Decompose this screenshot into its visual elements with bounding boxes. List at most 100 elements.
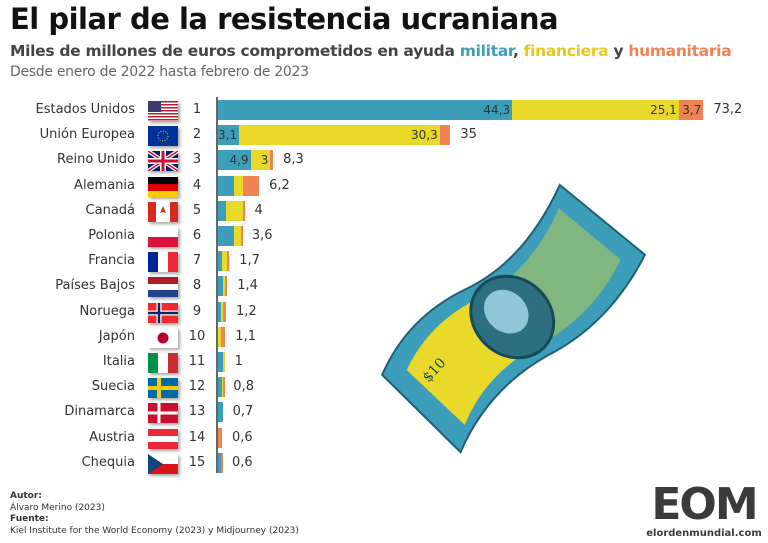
flag-eu-icon bbox=[148, 126, 178, 147]
rank-label: 2 bbox=[192, 127, 202, 143]
axis-line bbox=[216, 97, 218, 473]
bar-segment-military bbox=[218, 352, 223, 372]
bar-row: Chequia 15 0,6 bbox=[0, 452, 768, 475]
bar-row: Países Bajos 8 1,4 bbox=[0, 276, 768, 298]
bar-segment-financial bbox=[222, 352, 225, 372]
bar-row: Noruega 9 1,2 bbox=[0, 301, 768, 324]
bar-segment-military bbox=[218, 175, 234, 196]
bar-segment-humanitarian bbox=[439, 125, 451, 146]
rank-label: 8 bbox=[192, 278, 202, 294]
rank-label: 1 bbox=[192, 102, 202, 117]
page-title: El pilar de la resistencia ucraniana bbox=[10, 2, 559, 36]
rank-label: 5 bbox=[192, 202, 202, 218]
bar-segment-humanitarian bbox=[240, 226, 243, 246]
flag-cz-icon bbox=[148, 453, 178, 474]
bar-segment-financial: 25,1 bbox=[512, 100, 679, 120]
country-label: Estados Unidos bbox=[35, 102, 135, 117]
bar-row: Estados Unidos 1 44,3 25,1 3,7 73,2 bbox=[0, 100, 768, 122]
subtitle-text: Miles de millones de euros comprometidos… bbox=[10, 42, 460, 60]
bar-segment-military: 44,3 bbox=[218, 100, 513, 120]
bar-segment-military bbox=[218, 301, 222, 322]
subtitle-sep: y bbox=[608, 42, 629, 60]
logo: EOM elordenmundial.com bbox=[644, 482, 764, 542]
total-label: 8,3 bbox=[283, 152, 304, 168]
flag-uk-icon bbox=[148, 151, 178, 172]
bar-segment-military bbox=[218, 402, 223, 423]
flag-nl-icon bbox=[148, 277, 178, 298]
bar-row: Francia 7 1,7 bbox=[0, 251, 768, 273]
total-label: 1,2 bbox=[235, 303, 257, 319]
bar-row: Japón 10 1,1 bbox=[0, 326, 768, 349]
total-label: 35 bbox=[460, 127, 477, 143]
flag-se-icon bbox=[148, 378, 178, 399]
bar-row: Reino Unido 3 4,9 3 8,3 bbox=[0, 150, 768, 172]
logo-mark: EOM bbox=[651, 479, 758, 530]
rank-label: 15 bbox=[188, 454, 206, 470]
rank-label: 6 bbox=[192, 228, 202, 243]
banknote-illustration: $10 bbox=[380, 183, 647, 454]
country-label: Chequia bbox=[81, 454, 135, 470]
bar-segment-military bbox=[218, 251, 222, 272]
bar-segment-humanitarian bbox=[218, 427, 222, 448]
country-label: Suecia bbox=[91, 379, 135, 395]
bar-segment-humanitarian: 3,7 bbox=[678, 100, 704, 120]
rank-label: 14 bbox=[188, 429, 206, 445]
country-label: Polonia bbox=[88, 228, 135, 243]
bar-row: Austria 14 0,6 bbox=[0, 427, 768, 450]
bar-segment-financial bbox=[225, 200, 244, 221]
bar-row: Canadá 5 4 bbox=[0, 200, 768, 223]
source-label: Fuente: bbox=[10, 514, 49, 524]
bar-segment-military bbox=[218, 377, 222, 398]
bar-segment-financial bbox=[233, 175, 244, 196]
rank-label: 11 bbox=[188, 354, 206, 369]
country-label: Italia bbox=[102, 354, 135, 369]
total-label: 0,6 bbox=[231, 429, 253, 445]
flag-de-icon bbox=[148, 176, 178, 197]
country-label: Reino Unido bbox=[57, 152, 135, 168]
rank-label: 7 bbox=[192, 253, 202, 269]
total-label: 1,4 bbox=[237, 278, 258, 294]
total-label: 0,8 bbox=[233, 379, 254, 395]
bar-segment-financial bbox=[221, 251, 228, 272]
bar-row: Suecia 12 0,8 bbox=[0, 377, 768, 399]
rank-label: 10 bbox=[188, 328, 206, 344]
flag-us-icon bbox=[148, 101, 178, 121]
author-label: Autor: bbox=[10, 491, 42, 501]
total-label: 4 bbox=[254, 202, 263, 218]
bar-segment-humanitarian bbox=[223, 301, 226, 322]
country-label: Francia bbox=[88, 253, 135, 269]
country-label: Austria bbox=[89, 429, 135, 445]
flag-at-icon bbox=[148, 428, 178, 449]
rank-label: 4 bbox=[192, 177, 202, 193]
total-label: 0,6 bbox=[231, 454, 253, 470]
country-label: Japón bbox=[98, 328, 135, 344]
flag-fr-icon bbox=[148, 252, 178, 273]
bar-segment-financial bbox=[218, 326, 222, 347]
country-label: Canadá bbox=[85, 202, 135, 218]
rank-label: 13 bbox=[188, 404, 206, 420]
bar-segment-humanitarian bbox=[243, 175, 260, 196]
legend-military: militar bbox=[459, 42, 514, 60]
bar-segment-financial: 30,3 bbox=[238, 125, 440, 146]
flag-dk-icon bbox=[148, 403, 178, 424]
bar-segment-financial bbox=[233, 226, 241, 246]
bar-row: Dinamarca 13 0,7 bbox=[0, 402, 768, 424]
rank-label: 9 bbox=[192, 303, 202, 319]
bar-segment-military: 3,1 bbox=[218, 125, 239, 146]
bar-segment-military bbox=[218, 276, 224, 297]
subtitle: Miles de millones de euros comprometidos… bbox=[10, 42, 732, 60]
bar-segment-financial: 3 bbox=[250, 150, 271, 171]
bar-segment-military bbox=[218, 200, 226, 221]
bar-segment-humanitarian bbox=[243, 200, 246, 221]
bar-segment-humanitarian bbox=[221, 452, 224, 473]
logo-url: elordenmundial.com bbox=[646, 528, 762, 539]
bar-segment-humanitarian bbox=[270, 150, 274, 171]
bar-segment-humanitarian bbox=[222, 377, 225, 398]
bar-segment-humanitarian bbox=[225, 276, 228, 297]
bar-segment-financial bbox=[221, 301, 224, 322]
total-label: 0,7 bbox=[232, 404, 254, 420]
bar-row: Italia 11 1 bbox=[0, 352, 768, 374]
bar-row: Alemania 4 6,2 bbox=[0, 175, 768, 198]
country-label: Noruega bbox=[79, 303, 135, 319]
